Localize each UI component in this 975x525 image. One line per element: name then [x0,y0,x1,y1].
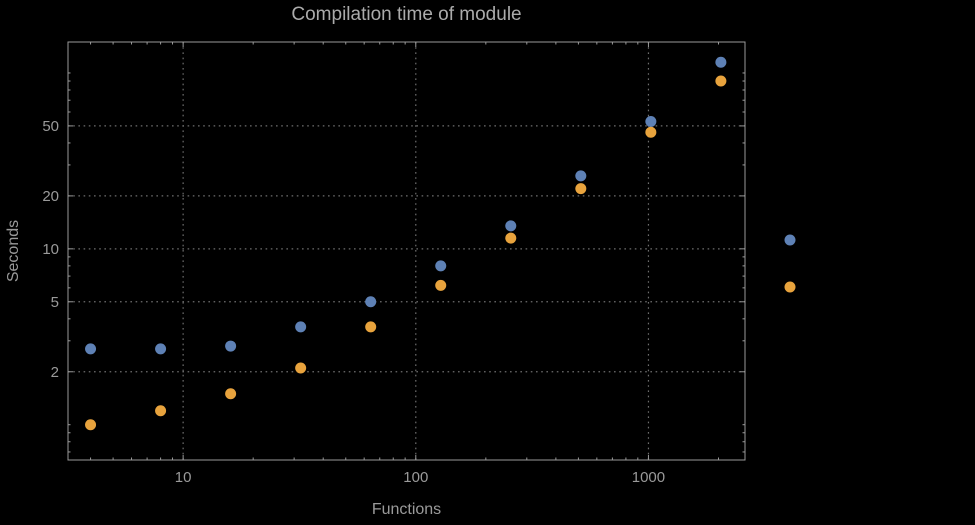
data-point-series-2 [225,388,237,400]
x-tick-label: 10 [175,469,192,486]
data-point-series-1 [155,343,167,355]
y-tick-label: 20 [42,188,59,205]
plot-frame [67,41,746,461]
y-tick-label: 5 [51,294,59,311]
data-point-series-1 [85,343,97,355]
legend-marker-series-1 [784,234,796,246]
x-tick-label: 1000 [632,469,665,486]
data-point-series-1 [505,220,517,232]
data-point-series-1 [645,115,657,127]
data-point-series-2 [645,126,657,138]
data-point-series-1 [435,260,447,272]
y-tick-label: 50 [42,118,59,135]
x-tick-label: 100 [403,469,428,486]
y-axis-label: Seconds [5,219,22,283]
data-point-series-2 [715,75,727,87]
data-point-series-1 [295,321,307,333]
legend-marker-series-2 [784,281,796,293]
data-point-series-1 [225,340,237,352]
data-point-series-2 [505,232,517,244]
y-tick-label: 10 [42,241,59,258]
data-point-series-1 [575,170,587,182]
data-point-series-2 [575,183,587,195]
x-axis-label: Functions [371,501,442,518]
data-point-series-1 [365,296,377,308]
y-tick-label: 2 [51,364,59,381]
data-point-series-2 [435,279,447,291]
chart-title: Compilation time of module [291,4,522,25]
data-point-series-2 [295,362,307,374]
data-point-series-2 [155,405,167,417]
data-point-series-2 [85,419,97,431]
data-point-series-1 [715,56,727,68]
data-point-series-2 [365,321,377,333]
